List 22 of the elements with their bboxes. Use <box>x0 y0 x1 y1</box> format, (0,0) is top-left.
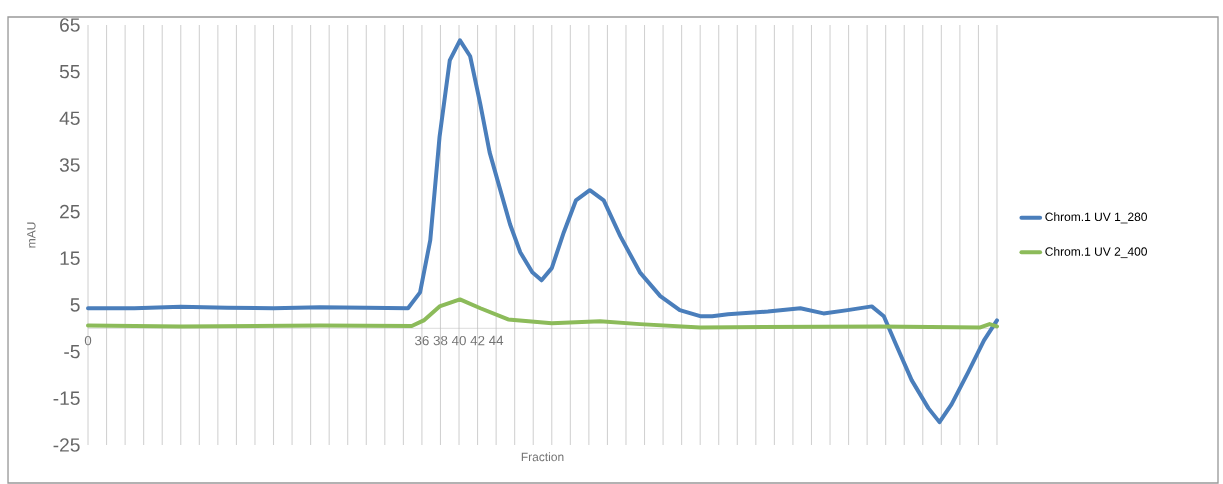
y-tick-label: -5 <box>64 344 80 359</box>
x-tick-label: 40 <box>451 335 466 346</box>
x-tick-label: 38 <box>433 335 448 346</box>
x-tick-label: 44 <box>489 335 504 346</box>
y-tick-label: 55 <box>59 64 80 79</box>
y-tick-label: 45 <box>59 111 80 126</box>
legend-label: Chrom.1 UV 1_280 <box>1045 212 1147 224</box>
x-tick-label: 42 <box>470 335 485 346</box>
y-tick-label: -15 <box>53 391 80 406</box>
y-tick-label: -25 <box>53 438 80 452</box>
y-tick-label: 25 <box>60 204 80 219</box>
line-series <box>86 38 999 425</box>
line-series <box>86 297 999 330</box>
y-tick-label: 5 <box>70 298 80 312</box>
y-axis-title: mAU <box>27 222 36 248</box>
y-tick-label: 65 <box>60 18 80 32</box>
x-tick-label: 0 <box>84 335 92 346</box>
x-axis-title: Fraction <box>521 452 564 462</box>
x-tick-label: 36 <box>415 335 429 346</box>
legend-label: Chrom.1 UV 2_400 <box>1045 246 1147 259</box>
y-tick-label: 15 <box>60 251 80 266</box>
y-tick-label: 35 <box>59 158 80 172</box>
